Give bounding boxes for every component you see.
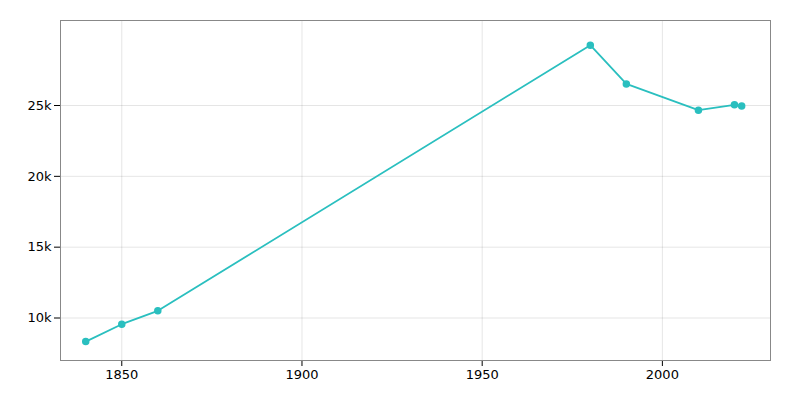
svg-text:25k: 25k bbox=[27, 98, 52, 113]
svg-text:2000: 2000 bbox=[646, 367, 679, 382]
svg-text:1850: 1850 bbox=[105, 367, 138, 382]
svg-text:10k: 10k bbox=[27, 310, 52, 325]
svg-text:20k: 20k bbox=[27, 168, 52, 183]
svg-text:1900: 1900 bbox=[285, 367, 318, 382]
svg-text:15k: 15k bbox=[27, 239, 52, 254]
svg-text:1950: 1950 bbox=[466, 367, 499, 382]
